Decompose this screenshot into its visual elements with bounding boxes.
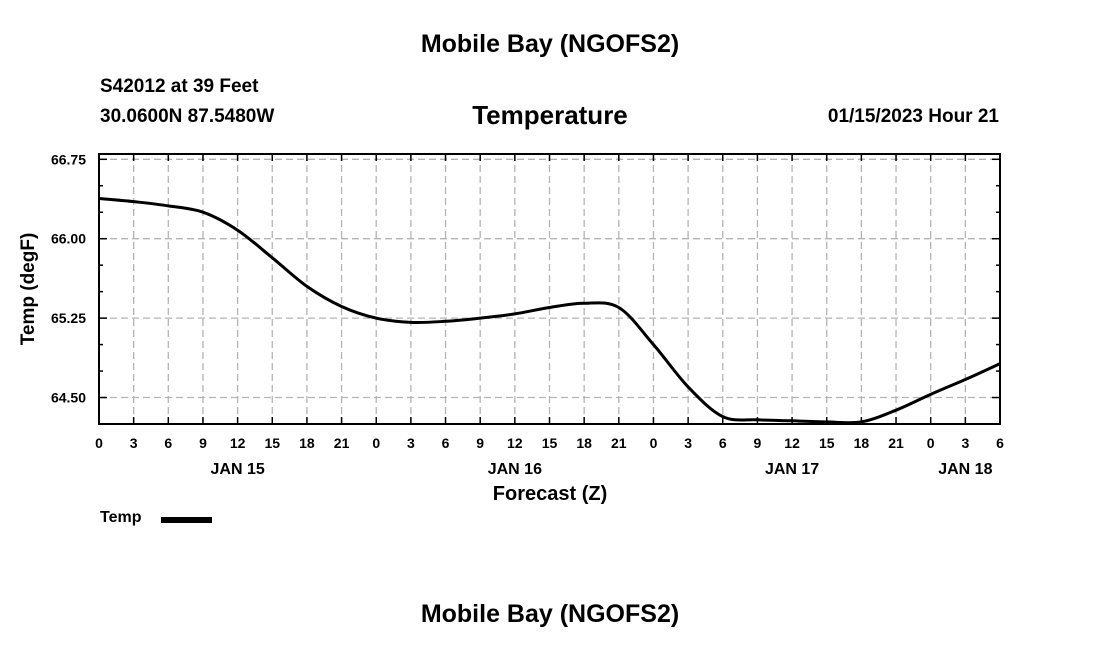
- x-tick-label: 9: [476, 435, 484, 451]
- axes-layer: 64.50 65.25 66.00 66.75 0 3 6 9 12 15 18 21 0 3 6 9 12 15…: [51, 151, 1004, 478]
- x-tick-label: 21: [611, 435, 627, 451]
- station-label: S42012 at 39 Feet: [100, 76, 259, 97]
- x-tick-label: 3: [961, 435, 969, 451]
- x-tick-label: 15: [264, 435, 280, 451]
- x-axis-label: Forecast (Z): [493, 483, 607, 505]
- x-tick-label: 12: [230, 435, 246, 451]
- date-label: JAN 15: [210, 461, 264, 478]
- y-tick-label: 66.75: [51, 151, 86, 167]
- x-tick-label: 15: [819, 435, 835, 451]
- date-label: JAN 16: [488, 461, 542, 478]
- x-tick-label: 15: [542, 435, 558, 451]
- forecast-datetime-label: 01/15/2023 Hour 21: [827, 106, 999, 127]
- x-tick-label: 3: [407, 435, 415, 451]
- legend-label-temp: Temp: [100, 509, 142, 526]
- x-tick-label: 18: [576, 435, 592, 451]
- x-tick-label: 6: [164, 435, 172, 451]
- x-tick-label: 12: [507, 435, 523, 451]
- x-tick-label: 0: [927, 435, 935, 451]
- x-tick-label: 9: [754, 435, 762, 451]
- x-tick-label: 3: [130, 435, 138, 451]
- x-tick-label: 0: [650, 435, 658, 451]
- x-tick-label: 0: [372, 435, 380, 451]
- y-axis-label: Temp (degF): [18, 233, 39, 346]
- x-tick-label: 21: [888, 435, 904, 451]
- y-tick-label: 64.50: [51, 390, 86, 406]
- x-tick-label: 6: [442, 435, 450, 451]
- coordinates-label: 30.0600N 87.5480W: [100, 106, 275, 127]
- legend-swatch-temp: [161, 517, 212, 523]
- x-tick-label: 6: [996, 435, 1004, 451]
- series-line-temp: [98, 197, 1001, 425]
- date-label: JAN 17: [765, 461, 819, 478]
- x-tick-label: 0: [95, 435, 103, 451]
- x-tick-label: 3: [684, 435, 692, 451]
- date-label: JAN 18: [938, 461, 992, 478]
- y-tick-label: 66.00: [51, 231, 86, 247]
- grid-layer: [99, 154, 1000, 424]
- chart-title: Temperature: [472, 100, 628, 130]
- series-layer: [98, 197, 1001, 425]
- x-tick-label: 18: [854, 435, 870, 451]
- x-tick-label: 6: [719, 435, 727, 451]
- x-tick-label: 21: [334, 435, 350, 451]
- x-tick-label: 12: [784, 435, 800, 451]
- x-tick-label: 9: [199, 435, 207, 451]
- page-title-footer: Mobile Bay (NGOFS2): [420, 600, 680, 628]
- page-title: Mobile Bay (NGOFS2): [420, 30, 680, 58]
- x-tick-label: 18: [299, 435, 315, 451]
- y-tick-label: 65.25: [51, 310, 86, 326]
